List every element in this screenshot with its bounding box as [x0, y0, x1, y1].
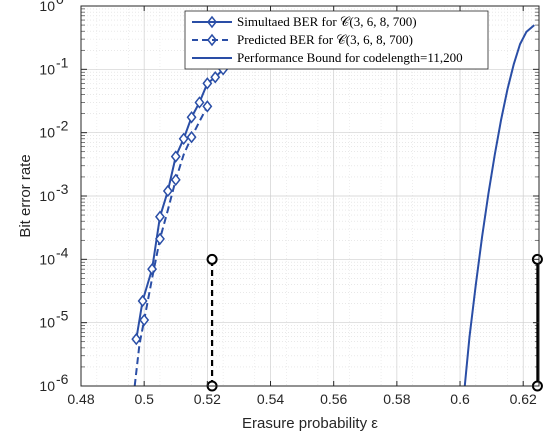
- series-point-0: [170, 150, 181, 163]
- x-tick-label: 0.52: [194, 391, 221, 407]
- legend-label-bound: Performance Bound for codelength=11,200: [237, 50, 463, 65]
- series-point-1: [155, 232, 165, 246]
- series-point-1: [170, 173, 181, 187]
- y-tick-label-exponent: -5: [56, 308, 69, 324]
- y-tick-label-exponent: 0: [56, 0, 64, 7]
- series-point-0: [137, 294, 148, 308]
- series-point-0: [210, 71, 221, 84]
- y-tick-label-exponent: -6: [56, 371, 69, 387]
- y-tick-label: 10: [39, 315, 55, 331]
- x-tick-label: 0.56: [320, 391, 347, 407]
- x-tick-label: 0.5: [134, 391, 154, 407]
- legend-label-simulated: Simultaed BER for 𝒞(3, 6, 8, 700): [237, 14, 417, 29]
- legend-entry-simulated: Simultaed BER for 𝒞(3, 6, 8, 700): [192, 14, 417, 29]
- x-tick-label: 0.54: [257, 391, 284, 407]
- y-axis-label: Bit error rate: [17, 154, 34, 237]
- y-tick-label: 10: [39, 61, 55, 77]
- legend: Simultaed BER for 𝒞(3, 6, 8, 700) Predic…: [184, 10, 489, 70]
- legend-label-predicted: Predicted BER for 𝒞(3, 6, 8, 700): [237, 32, 413, 47]
- series-point-1: [139, 313, 150, 327]
- y-tick-label: 10: [39, 0, 55, 14]
- series-point-0: [131, 332, 142, 346]
- series-line-2: [463, 24, 535, 387]
- y-tick-label-exponent: -4: [56, 244, 69, 260]
- threshold-marker-end-0: [206, 253, 218, 265]
- series-layer: [131, 24, 535, 387]
- y-tick-label-exponent: -3: [56, 181, 69, 197]
- x-tick-label: 0.48: [67, 391, 94, 407]
- y-tick-label: 10: [39, 125, 55, 141]
- series-point-0: [178, 132, 189, 146]
- series-point-0: [162, 184, 173, 198]
- series-point-0: [155, 210, 165, 223]
- x-tick-label: 0.6: [450, 391, 470, 407]
- y-axis-ticks: 10-610-510-410-310-210-1100: [39, 0, 539, 394]
- y-tick-label-exponent: -2: [56, 118, 69, 134]
- y-tick-label-exponent: -1: [56, 54, 69, 70]
- legend-box: [184, 10, 489, 70]
- x-tick-label: 0.58: [383, 391, 410, 407]
- y-tick-label: 10: [39, 251, 55, 267]
- series-point-0: [202, 77, 213, 90]
- legend-marker-predicted: [207, 33, 217, 47]
- series-point-0: [194, 96, 205, 109]
- series-line-1: [133, 105, 209, 387]
- y-tick-label: 10: [39, 188, 55, 204]
- legend-entry-predicted: Predicted BER for 𝒞(3, 6, 8, 700): [192, 32, 413, 47]
- series-point-1: [186, 130, 197, 144]
- legend-entry-bound: Performance Bound for codelength=11,200: [192, 50, 463, 65]
- legend-marker-simulated: [207, 15, 217, 29]
- y-tick-label: 10: [39, 378, 55, 394]
- x-axis-ticks: 0.48 0.5 0.52 0.54 0.56 0.58 0.6 0.62: [67, 6, 537, 407]
- series-point-1: [202, 100, 213, 113]
- x-tick-label: 0.62: [510, 391, 537, 407]
- x-axis-label: Erasure probability ε: [242, 415, 378, 432]
- series-point-0: [186, 111, 197, 124]
